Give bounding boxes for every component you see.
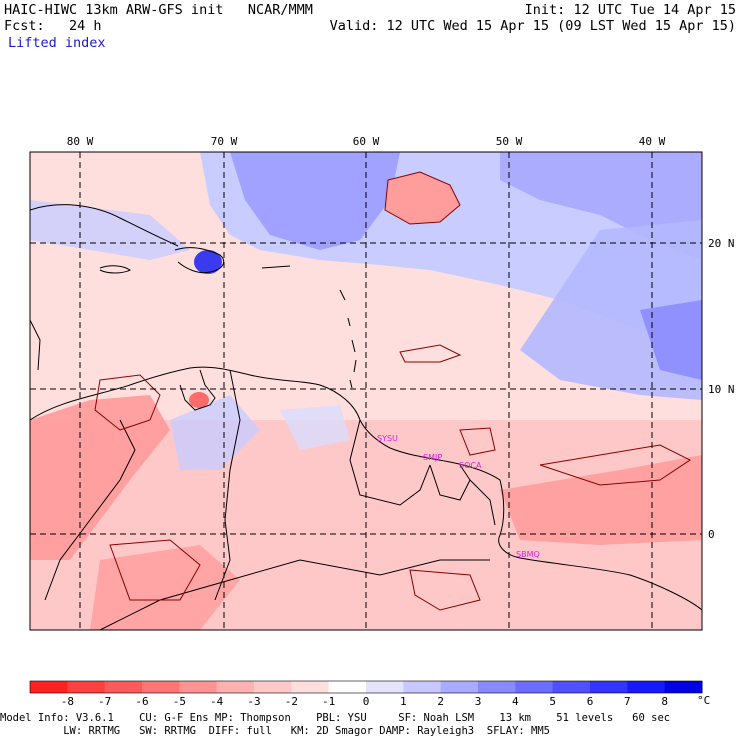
lon-label: 50 W: [496, 135, 523, 148]
lon-label: 80 W: [67, 135, 94, 148]
field-name: Lifted index: [8, 35, 106, 51]
colorbar-swatch: [627, 681, 666, 693]
contour-4: [94, 374, 161, 431]
lat-label: 0: [708, 528, 715, 541]
coast-puerto-rico: [261, 265, 291, 269]
forecast-hour: Fcst: 24 h: [4, 18, 102, 34]
colorbar-swatch: [291, 681, 330, 693]
colorbar-tick-label: -8: [61, 695, 74, 708]
field-red-southwest: [90, 545, 240, 630]
colorbar-tick-label: -7: [98, 695, 111, 708]
border-guyana: [349, 419, 431, 506]
colorbar-tick-label: 2: [437, 695, 444, 708]
stations: SYSU SMJP SOCA SBMQ: [377, 434, 540, 559]
contour-1: [399, 344, 462, 363]
model-title: HAIC-HIWC 13km ARW-GFS init NCAR/MMM: [4, 2, 313, 18]
station-label: SYSU: [377, 434, 398, 443]
colorbar-swatch: [440, 681, 479, 693]
colorbar-swatch: [30, 681, 68, 693]
contour-2: [459, 427, 496, 456]
colorbar-swatch: [254, 681, 292, 693]
colorbar-swatch: [515, 681, 554, 693]
field-red-west: [30, 395, 170, 560]
station-label: SBMQ: [516, 550, 540, 559]
lon-label: 60 W: [353, 135, 380, 148]
field-hispaniola-max: [194, 250, 222, 274]
field-blue-west: [30, 200, 190, 260]
lat-label: 10 N: [708, 383, 735, 396]
station-label: SMJP: [423, 453, 442, 462]
colorbar-tick-label: 3: [475, 695, 482, 708]
colorbar-tick-label: 8: [661, 695, 668, 708]
colorbar-swatch: [104, 681, 143, 693]
colorbar-swatch: [590, 681, 628, 693]
footer-model-info: Model Info: V3.6.1 CU: G-F Ens MP: Thomp…: [0, 712, 671, 724]
colorbar-tick-label: 5: [549, 695, 556, 708]
colorbar-tick-label: -1: [322, 695, 335, 708]
lon-labels: 80 W 70 W 60 W 50 W 40 W: [67, 135, 666, 148]
coast-maracaibo: [179, 369, 216, 411]
border-venezuela-brazil: [214, 369, 241, 601]
lon-label: 40 W: [639, 135, 666, 148]
init-time: Init: 12 UTC Tue 14 Apr 15: [524, 2, 736, 18]
colorbar: -8 -7 -6 -5 -4 -3 -2 -1 0 1 2 3 4 5 6 7 8: [29, 680, 703, 708]
field-blue-patch: [280, 405, 350, 450]
contour-3: [539, 444, 691, 486]
field-blue-core: [230, 152, 400, 250]
contour-5: [109, 539, 201, 601]
lat-label: 20 N: [708, 237, 735, 250]
coast-cuba: [30, 204, 179, 247]
border-suriname: [429, 464, 471, 501]
field-red-maracaibo: [189, 392, 209, 408]
coast-central-america: [30, 319, 41, 371]
colorbar-tick-label: -4: [210, 695, 224, 708]
map-frame: [29, 151, 703, 631]
colorbar-swatch: [142, 681, 180, 693]
colorbar-tick-label: 4: [512, 695, 519, 708]
field-blue-east-core: [640, 300, 702, 380]
colorbar-frame: [29, 680, 703, 694]
colorbar-swatch: [664, 681, 703, 693]
station-label: SOCA: [459, 461, 482, 470]
colorbar-tick-label: 0: [363, 695, 370, 708]
colorbar-tick-label: -2: [285, 695, 298, 708]
colorbar-unit: °C: [697, 694, 710, 707]
colorbar-swatch: [366, 681, 404, 693]
lon-label: 70 W: [211, 135, 238, 148]
colorbar-tick-label: -5: [173, 695, 186, 708]
contour-6: [409, 569, 481, 611]
border-colombia: [44, 419, 136, 601]
colorbar-tick-label: 1: [400, 695, 407, 708]
colorbar-swatch: [179, 681, 218, 693]
footer-physics-info: LW: RRTMG SW: RRTMG DIFF: full KM: 2D Sm…: [0, 725, 550, 737]
colorbar-swatch: [216, 681, 255, 693]
contour-lines: [94, 344, 691, 611]
coast-hispaniola: [174, 247, 225, 274]
colorbar-tick-label: -3: [247, 695, 260, 708]
colorbar-tick-label: 7: [624, 695, 631, 708]
colorbar-swatch: [478, 681, 516, 693]
lat-lon-grid: [30, 152, 702, 630]
valid-time: Valid: 12 UTC Wed 15 Apr 15 (09 LST Wed …: [329, 18, 736, 34]
border-french-guiana: [469, 479, 496, 526]
colorbar-swatch: [552, 681, 591, 693]
colorbar-swatch: [67, 681, 106, 693]
colorbar-swatch: [328, 681, 367, 693]
coast-lesser-antilles: [339, 289, 357, 389]
colorbar-tick-label: -6: [135, 695, 148, 708]
field-blue-andes: [170, 395, 260, 470]
lat-labels: 20 N 10 N 0: [708, 237, 735, 541]
coast-jamaica: [99, 265, 131, 274]
colorbar-tick-label: 6: [587, 695, 594, 708]
colorbar-swatch: [403, 681, 442, 693]
coast-south-america: [30, 366, 702, 611]
field-red-cell-north: [384, 171, 461, 225]
